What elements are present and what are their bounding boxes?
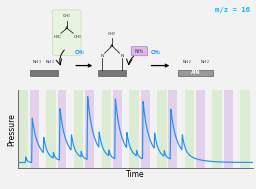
- Bar: [240, 87, 250, 173]
- Bar: [185, 87, 194, 173]
- Bar: [30, 87, 39, 173]
- Bar: [30, 70, 58, 76]
- Text: H$_3$C: H$_3$C: [53, 33, 62, 40]
- FancyBboxPatch shape: [131, 47, 148, 56]
- Text: CH$_3$: CH$_3$: [73, 33, 82, 40]
- Text: NH$_2$: NH$_2$: [182, 59, 192, 66]
- Bar: [212, 87, 222, 173]
- Bar: [18, 87, 28, 173]
- Text: Al: Al: [65, 26, 69, 30]
- Bar: [85, 87, 94, 173]
- Text: m/z = 16: m/z = 16: [215, 7, 250, 13]
- Bar: [141, 87, 150, 173]
- Bar: [46, 87, 56, 173]
- Text: CH$_3$: CH$_3$: [108, 31, 117, 38]
- Bar: [113, 87, 122, 173]
- Text: N: N: [120, 53, 124, 58]
- Bar: [157, 87, 167, 173]
- Text: Al: Al: [110, 44, 114, 48]
- Text: CH$_4$: CH$_4$: [74, 48, 86, 57]
- Y-axis label: Pressure: Pressure: [7, 113, 17, 146]
- Bar: [178, 70, 214, 76]
- Bar: [168, 87, 177, 173]
- Text: NH$_3$: NH$_3$: [45, 59, 55, 66]
- Text: NH$_3$: NH$_3$: [32, 59, 42, 66]
- Text: N: N: [101, 53, 104, 58]
- Bar: [224, 87, 233, 173]
- Bar: [102, 87, 111, 173]
- Bar: [196, 87, 205, 173]
- Text: CH$_4$: CH$_4$: [150, 48, 162, 57]
- Bar: [74, 87, 83, 173]
- X-axis label: Time: Time: [126, 170, 145, 179]
- Text: NH$_2$: NH$_2$: [200, 59, 209, 66]
- FancyBboxPatch shape: [52, 10, 81, 56]
- Text: NH$_3$: NH$_3$: [134, 47, 145, 56]
- Bar: [98, 70, 126, 76]
- Text: CH$_3$: CH$_3$: [62, 12, 72, 20]
- Bar: [58, 87, 66, 173]
- Text: AlN: AlN: [191, 70, 200, 75]
- Bar: [129, 87, 139, 173]
